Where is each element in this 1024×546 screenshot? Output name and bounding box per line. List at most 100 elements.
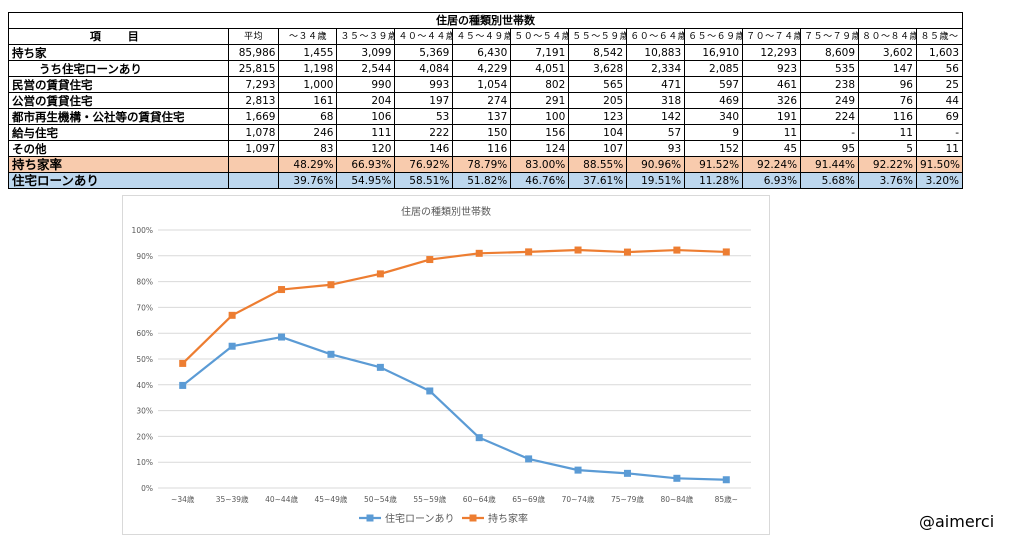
rate-cell: 3.76% [858, 172, 917, 189]
rate-cell: 88.55% [568, 156, 628, 173]
rate-cell: 91.52% [684, 156, 744, 173]
data-point [623, 248, 631, 256]
value-cell: 1,054 [452, 76, 512, 93]
value-cell: 106 [336, 108, 396, 125]
value-cell: 8,542 [568, 44, 628, 61]
value-cell: 535 [800, 60, 860, 77]
data-point [525, 248, 533, 256]
rate-cell: 58.51% [394, 172, 454, 189]
rate-cell: 83.00% [510, 156, 570, 173]
data-point [673, 246, 681, 254]
value-cell: 6,430 [452, 44, 512, 61]
data-point [722, 476, 730, 484]
x-tick-label: 35~39歳 [216, 494, 249, 504]
y-tick-label: 90% [136, 252, 153, 261]
value-cell: 1,455 [278, 44, 338, 61]
item-header: 項 目 [8, 28, 229, 45]
legend-label: 住宅ローンあり [385, 512, 455, 525]
y-tick-label: 10% [136, 458, 153, 467]
y-tick-label: 0% [141, 484, 153, 493]
age-header: ６５～６９歳 [684, 28, 744, 45]
household-table: 住居の種類別世帯数 項 目 平均 ～３４歳 ３５～３９歳 ４０～４４歳 ４５～４９歳 ５… [8, 12, 964, 189]
table-row: うち住宅ローンあり 25,815 1,198 2,544 4,084 4,229 4,051… [8, 60, 964, 77]
rate-cell: 76.92% [394, 156, 454, 173]
row-label: 都市再生機構・公社等の賃貸住宅 [8, 108, 229, 125]
rate-cell: 39.76% [278, 172, 338, 189]
value-cell: 12,293 [742, 44, 802, 61]
age-header: ～３４歳 [278, 28, 338, 45]
value-cell: 16,910 [684, 44, 744, 61]
value-cell: 161 [278, 92, 338, 109]
value-cell: 120 [336, 140, 396, 157]
rate-cell: 90.96% [626, 156, 686, 173]
data-point [574, 466, 582, 474]
x-tick-label: 55~59歳 [413, 494, 446, 504]
rate-cell: 19.51% [626, 172, 686, 189]
data-point [179, 381, 187, 389]
rate-cell: 51.82% [452, 172, 512, 189]
rate-empty-cell [227, 156, 280, 173]
value-cell: 95 [800, 140, 860, 157]
x-tick-label: 50~54歳 [364, 494, 397, 504]
value-cell: 191 [742, 108, 802, 125]
rate-cell: 92.24% [742, 156, 802, 173]
value-cell: 469 [684, 92, 744, 109]
value-cell: 2,085 [684, 60, 744, 77]
rate-cell: 91.50% [915, 156, 964, 173]
value-cell: 4,051 [510, 60, 570, 77]
y-tick-label: 60% [136, 329, 153, 338]
value-cell: 11 [858, 124, 917, 141]
data-point [228, 311, 236, 319]
value-cell: 597 [684, 76, 744, 93]
legend-label: 持ち家率 [488, 512, 528, 525]
table-row: 公営の賃貸住宅 2,813 161 204 197 274 291 205 318 469 326 2… [8, 92, 964, 109]
value-cell: 565 [568, 76, 628, 93]
value-cell: 44 [915, 92, 964, 109]
age-header: ５５～５９歳 [568, 28, 628, 45]
data-point [278, 333, 286, 341]
value-cell: 116 [452, 140, 512, 157]
value-cell: 274 [452, 92, 512, 109]
rate-empty-cell [227, 172, 280, 189]
legend-marker [366, 514, 374, 522]
value-cell: 137 [452, 108, 512, 125]
row-label: 公営の賃貸住宅 [8, 92, 229, 109]
value-cell: 93 [626, 140, 686, 157]
watermark: @aimerci [919, 512, 995, 531]
value-cell: 3,602 [858, 44, 917, 61]
avg-cell: 1,078 [227, 124, 280, 141]
chart-area: 住居の種類別世帯数 0% 10% 20% 30% 40% 50% 60% 70% 80% 90% 10… [122, 195, 770, 535]
value-cell: 10,883 [626, 44, 686, 61]
x-tick-label: 85歳~ [715, 494, 738, 504]
x-tick-label: 45~49歳 [315, 494, 348, 504]
y-tick-label: 70% [136, 303, 153, 312]
data-point [278, 286, 286, 294]
value-cell: 4,084 [394, 60, 454, 77]
data-point [673, 474, 681, 482]
data-point [475, 434, 483, 442]
data-point [376, 270, 384, 278]
value-cell: 5 [858, 140, 917, 157]
age-header: ７５～７９歳 [800, 28, 860, 45]
data-point [722, 248, 730, 256]
value-cell: 990 [336, 76, 396, 93]
value-cell: 146 [394, 140, 454, 157]
row-label: その他 [8, 140, 229, 157]
data-point [525, 455, 533, 463]
value-cell: 68 [278, 108, 338, 125]
value-cell: 11 [915, 140, 964, 157]
value-cell: 156 [510, 124, 570, 141]
x-tick-label: 60~64歳 [463, 494, 496, 504]
age-header: ４５～４９歳 [452, 28, 512, 45]
y-tick-label: 50% [136, 355, 153, 364]
avg-cell: 1,669 [227, 108, 280, 125]
rate-cell: 37.61% [568, 172, 628, 189]
value-cell: 104 [568, 124, 628, 141]
y-tick-label: 30% [136, 407, 153, 416]
avg-cell: 25,815 [227, 60, 280, 77]
value-cell: 2,544 [336, 60, 396, 77]
age-header: ３５～３９歳 [336, 28, 396, 45]
x-tick-label: 65~69歳 [512, 494, 545, 504]
value-cell: 107 [568, 140, 628, 157]
rate-cell: 11.28% [684, 172, 744, 189]
